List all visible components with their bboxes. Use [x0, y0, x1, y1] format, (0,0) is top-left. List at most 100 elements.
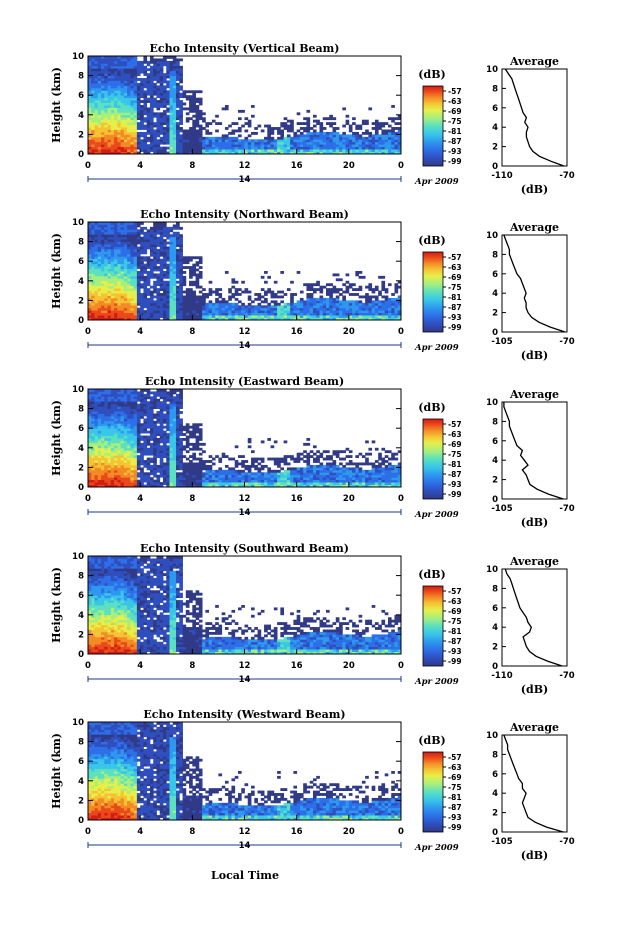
heatmap-cell: [104, 253, 108, 257]
heatmap-cell: [316, 146, 320, 150]
heatmap-cell: [156, 60, 161, 64]
heatmap-cell: [397, 144, 402, 148]
heatmap-cell: [202, 295, 206, 299]
heatmap-cell: [192, 300, 196, 304]
heatmap-cell: [159, 258, 164, 262]
heatmap-cell: [94, 271, 99, 274]
heatmap-cell: [117, 263, 121, 267]
heatmap-cell: [133, 415, 138, 419]
heatmap-cell: [319, 300, 324, 304]
heatmap-cell: [123, 80, 128, 84]
heatmap-cell: [110, 97, 115, 101]
heatmap-cell: [130, 114, 135, 118]
heatmap-cell: [117, 418, 121, 422]
heatmap-cell: [107, 65, 112, 69]
heatmap-cell: [205, 149, 210, 152]
heatmap-cell: [123, 479, 128, 483]
heatmap-cell: [136, 63, 141, 67]
heatmap-cell: [166, 100, 170, 103]
heatmap-cell: [149, 472, 154, 476]
heatmap-cell: [136, 447, 141, 451]
heatmap-cell: [101, 428, 105, 432]
heatmap-cell: [221, 144, 226, 148]
heatmap-cell: [345, 290, 350, 294]
heatmap-cell: [130, 484, 135, 488]
heatmap-cell: [293, 139, 298, 143]
heatmap-cell: [114, 438, 118, 441]
heatmap-cell: [264, 310, 268, 314]
heatmap-cell: [195, 305, 200, 309]
heatmap-cell: [146, 415, 151, 419]
heatmap-cell: [192, 105, 196, 108]
heatmap-cell: [91, 68, 95, 72]
heatmap-cell: [397, 141, 402, 145]
heatmap-cell: [156, 393, 161, 397]
heatmap-cell: [169, 435, 174, 439]
heatmap-cell: [264, 297, 268, 301]
heatmap-cell: [179, 112, 183, 116]
heatmap-cell: [205, 317, 210, 321]
heatmap-cell: [299, 141, 304, 145]
heatmap-cell: [176, 467, 180, 471]
heatmap-cell: [153, 391, 157, 395]
heatmap-cell: [88, 114, 92, 118]
heatmap-cell: [140, 258, 144, 262]
heatmap-cell: [179, 144, 183, 148]
heatmap-cell: [94, 479, 99, 483]
heatmap-cell: [127, 305, 131, 309]
heatmap-cell: [329, 295, 333, 299]
heatmap-cell: [182, 90, 187, 94]
heatmap-cell: [361, 305, 366, 309]
heatmap-cell: [322, 127, 327, 130]
heatmap-cell: [365, 129, 369, 133]
heatmap-cell: [169, 87, 174, 91]
heatmap-cell: [117, 100, 121, 103]
heatmap-cell: [114, 415, 118, 419]
heatmap-cell: [172, 305, 177, 309]
heatmap-cell: [172, 70, 177, 74]
heatmap-cell: [104, 293, 108, 296]
heatmap-cell: [172, 226, 177, 230]
heatmap-cell: [192, 280, 196, 284]
heatmap-cell: [296, 315, 301, 318]
heatmap-cell: [176, 317, 180, 321]
heatmap-cell: [153, 263, 157, 267]
heatmap-cell: [182, 290, 187, 294]
heatmap-cell: [342, 144, 346, 148]
heatmap-cell: [260, 275, 265, 279]
heatmap-cell: [88, 149, 92, 152]
heatmap-cell: [130, 401, 135, 405]
heatmap-cell: [107, 151, 112, 155]
heatmap-cell: [179, 68, 183, 72]
heatmap-cell: [136, 85, 141, 89]
heatmap-cell: [123, 398, 128, 402]
heatmap-cell: [107, 102, 112, 106]
heatmap-cell: [133, 406, 138, 409]
heatmap-cell: [91, 462, 95, 466]
heatmap-cell: [166, 226, 170, 230]
heatmap-cell: [368, 312, 373, 316]
heatmap-cell: [391, 117, 395, 121]
heatmap-cell: [130, 273, 135, 277]
heatmap-cell: [97, 442, 102, 446]
heatmap-cell: [166, 310, 170, 314]
heatmap-cell: [176, 440, 180, 444]
heatmap-cell: [153, 141, 157, 145]
heatmap-cell: [316, 151, 320, 155]
heatmap-cell: [97, 406, 102, 409]
heatmap-cell: [130, 464, 135, 468]
heatmap-cell: [88, 129, 92, 133]
heatmap-cell: [110, 92, 115, 96]
heatmap-cell: [94, 60, 99, 64]
heatmap-cell: [202, 141, 206, 145]
heatmap-cell: [296, 307, 301, 311]
heatmap-cell: [332, 131, 337, 135]
heatmap-cell: [172, 261, 177, 265]
heatmap-cell: [237, 293, 242, 296]
heatmap-cell: [156, 100, 161, 103]
heatmap-cell: [182, 310, 187, 314]
heatmap-cell: [117, 295, 121, 299]
heatmap-cell: [143, 127, 148, 130]
heatmap-cell: [309, 146, 314, 150]
heatmap-cell: [94, 307, 99, 311]
